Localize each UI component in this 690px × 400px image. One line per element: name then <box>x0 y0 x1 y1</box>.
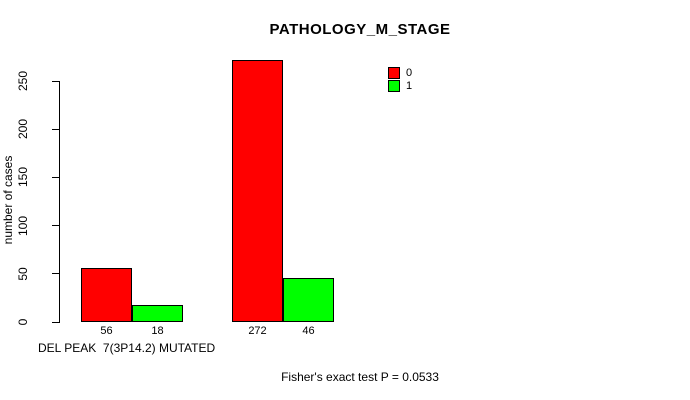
bar-value-label: 272 <box>248 325 267 337</box>
bar-series0-group1 <box>81 268 132 322</box>
bar-series0-group2 <box>232 59 283 322</box>
legend-item: 1 <box>388 80 412 92</box>
legend-swatch-icon <box>388 67 400 79</box>
y-tick-mark <box>52 273 59 275</box>
y-tick-label: 100 <box>16 215 30 236</box>
x-axis-label: DEL PEAK 7(3P14.2) MUTATED <box>38 341 216 355</box>
y-axis-line <box>59 81 60 323</box>
y-tick-label: 150 <box>16 167 30 188</box>
y-tick-mark <box>52 321 59 323</box>
legend-swatch-icon <box>388 80 400 92</box>
y-tick-mark <box>52 128 59 130</box>
y-tick-label: 250 <box>16 70 30 92</box>
y-tick-label: 200 <box>16 119 30 140</box>
bar-series1-group2 <box>283 277 334 322</box>
bar-value-label: 56 <box>100 325 113 337</box>
y-tick-label: 50 <box>16 267 30 281</box>
bar-value-label: 18 <box>151 325 164 337</box>
legend-label: 1 <box>406 80 413 92</box>
y-tick-mark <box>52 80 59 82</box>
annotation-fisher-test: Fisher's exact test P = 0.0533 <box>281 370 439 384</box>
y-axis-label: number of cases <box>1 155 15 245</box>
y-tick-mark <box>52 176 59 178</box>
legend-item: 0 <box>388 67 412 79</box>
y-tick-mark <box>52 225 59 227</box>
chart-title: PATHOLOGY_M_STAGE <box>269 21 451 38</box>
bar-value-label: 46 <box>302 325 315 337</box>
bar-series1-group1 <box>132 304 183 322</box>
legend-label: 0 <box>406 67 413 79</box>
y-tick-label: 0 <box>16 318 30 326</box>
